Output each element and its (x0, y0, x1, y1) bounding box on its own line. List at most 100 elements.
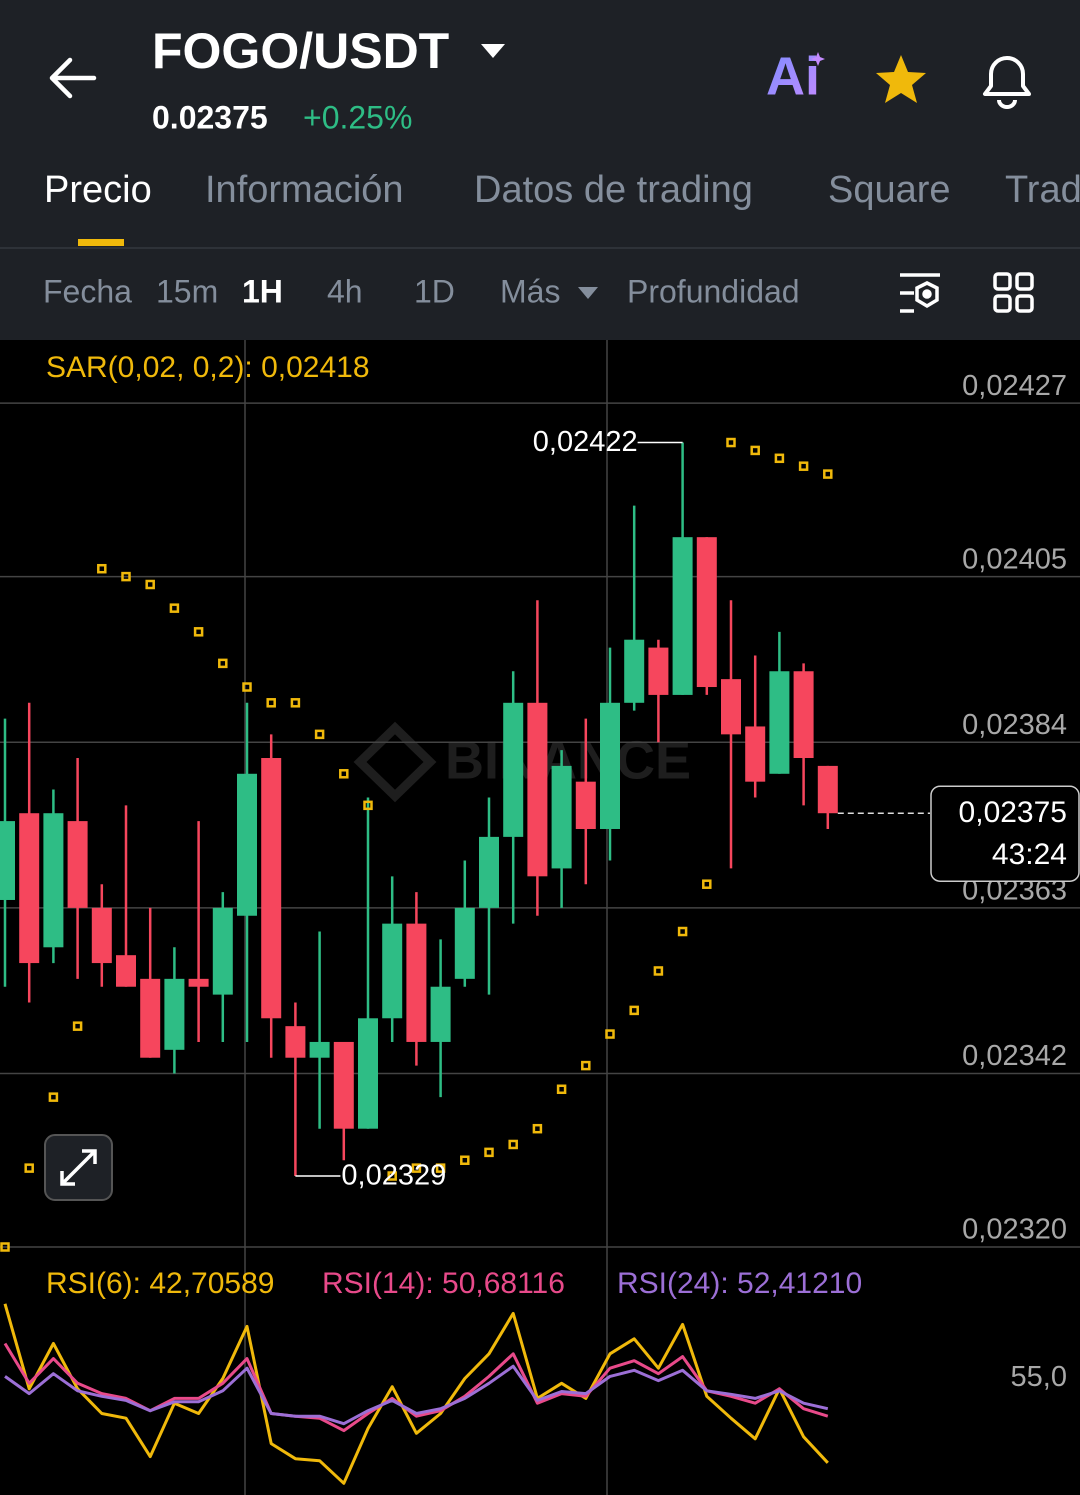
last-price: 0.02375 (152, 99, 268, 135)
rsi-line (3, 1303, 829, 1485)
candle-body (188, 978, 209, 987)
pair-title[interactable]: FOGO/USDT (152, 23, 449, 79)
sar-dot (266, 698, 276, 708)
tab-indicator (78, 239, 124, 246)
y-tick-label: 0,02384 (962, 709, 1067, 741)
candle-body (721, 679, 741, 735)
favorite-star[interactable] (876, 55, 926, 103)
tab[interactable]: Información (205, 169, 404, 211)
candle-body (19, 813, 40, 964)
back-button[interactable] (49, 57, 97, 99)
settings-hex (915, 281, 939, 309)
sar-dot (532, 1123, 543, 1134)
sar-dot (774, 453, 785, 464)
sar-dot (677, 926, 688, 937)
toolbar-item[interactable]: Fecha (43, 273, 132, 309)
tab[interactable]: Datos de trading (474, 169, 753, 211)
sar-dot (702, 879, 712, 889)
candle-body (648, 647, 669, 695)
candle-body (527, 702, 548, 877)
tab[interactable]: Precio (44, 169, 152, 211)
last-price-box (930, 785, 1080, 882)
toolbar-item[interactable]: 1H (242, 273, 283, 309)
plot: 0,024270,024050,023840,023630,023420,023… (0, 370, 1080, 1485)
toolbar-item[interactable]: 4h (327, 273, 363, 309)
last-price-label: 0,02375 (959, 796, 1067, 829)
tab[interactable]: Square (828, 169, 951, 211)
bell-clapper (997, 99, 1017, 109)
rsi-label: RSI(24): 52,41210 (617, 1267, 862, 1300)
candle-body (91, 907, 112, 964)
rsi-line (4, 1364, 829, 1426)
candle-body (237, 773, 257, 916)
layout-cell (993, 294, 1012, 313)
chart-bg (0, 340, 1080, 1495)
candle-body (503, 702, 524, 837)
candle-body (406, 923, 427, 1042)
layout-cell (1015, 294, 1034, 313)
sar-dot (339, 769, 349, 779)
tab-bar: Precio Información Datos de trading Squa… (44, 169, 1080, 211)
sar-dot (218, 658, 228, 669)
sar-label: SAR(0,02, 0,2): 0,02418 (46, 351, 370, 384)
candle-body (793, 671, 814, 759)
toolbar-item[interactable]: Profundidad (627, 273, 800, 309)
sar-dot (290, 698, 301, 708)
toolbar-item[interactable]: Más (500, 273, 560, 309)
y-tick-label: 0,02405 (962, 543, 1067, 575)
sar-dot (484, 1147, 494, 1158)
indicator-settings[interactable] (900, 273, 940, 313)
candle-body (43, 813, 64, 948)
rsi-tick-label: 55,0 (1011, 1361, 1067, 1393)
candle-body (575, 781, 596, 829)
sar-dot (0, 1242, 10, 1252)
sar-dot (435, 1163, 446, 1173)
toolbar-item[interactable]: 15m (156, 273, 218, 309)
candle-body (454, 907, 475, 979)
price-change: +0.25% (303, 99, 412, 135)
candle-body (551, 765, 572, 869)
sar-dot (556, 1084, 567, 1095)
sar-dot (581, 1060, 591, 1071)
sar-dot (823, 469, 833, 479)
sar-dot (726, 437, 736, 448)
sar-dot (363, 800, 373, 811)
sar-dot (387, 1171, 397, 1181)
layout-cell (1015, 272, 1034, 291)
candle-body (769, 671, 790, 774)
candle-body (309, 1041, 330, 1058)
y-tick-label: 0,02342 (962, 1040, 1067, 1072)
ai-button[interactable]: Ai (766, 46, 820, 106)
sar-dot (508, 1139, 518, 1150)
pair-dropdown[interactable] (481, 44, 505, 58)
candle-body (140, 978, 161, 1058)
sar-dot (72, 1021, 83, 1031)
toolbar-item[interactable]: 1D (414, 273, 455, 309)
sar-dot (653, 966, 664, 976)
tab[interactable]: Trad (1005, 169, 1080, 211)
sar-dot (97, 563, 107, 574)
candle-body (0, 821, 15, 900)
watermark-logo (353, 721, 437, 803)
layout-button[interactable] (993, 272, 1034, 313)
sar-dot (460, 1155, 470, 1165)
alert-bell[interactable] (983, 56, 1031, 109)
candle-body (479, 836, 499, 908)
header-bg (0, 0, 1080, 340)
layout-cell (993, 272, 1012, 291)
expand-button[interactable] (44, 1134, 113, 1201)
candle-body (116, 955, 136, 987)
sar-dot (629, 1005, 639, 1016)
more-dropdown[interactable] (578, 287, 598, 299)
bell-icon (983, 56, 1031, 96)
low-label: 0,02329 (341, 1160, 446, 1192)
sar-dot (798, 461, 809, 471)
y-tick-label: 0,02320 (962, 1214, 1067, 1246)
candle-body (600, 702, 620, 829)
settings-dot (922, 289, 932, 299)
expand-icon (60, 1149, 97, 1186)
candle-body (333, 1041, 354, 1129)
candle-body (67, 821, 88, 908)
